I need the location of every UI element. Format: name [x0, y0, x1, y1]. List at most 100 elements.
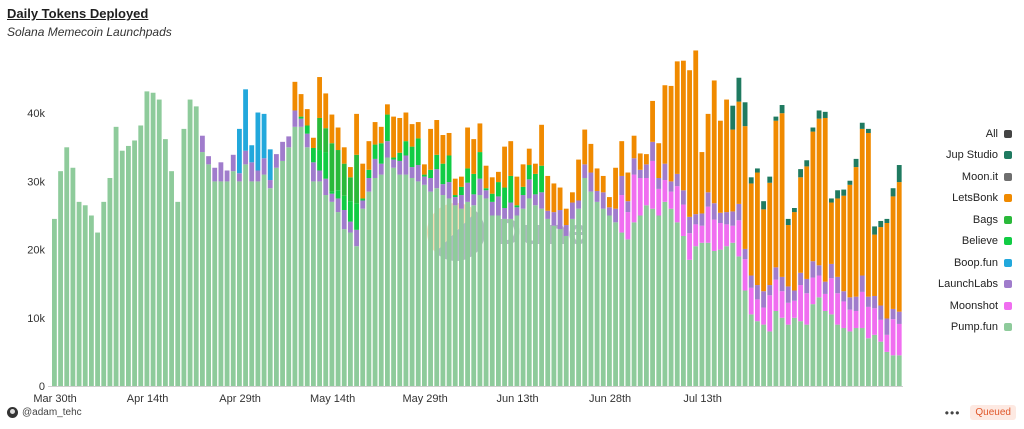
bar-segment[interactable]: [631, 158, 637, 175]
bar-segment[interactable]: [378, 126, 384, 144]
bar-segment[interactable]: [144, 91, 150, 386]
bar-segment[interactable]: [835, 293, 840, 325]
bar-stack[interactable]: [798, 169, 803, 386]
bar-segment[interactable]: [459, 186, 464, 196]
bar-segment[interactable]: [724, 224, 729, 247]
bar-segment[interactable]: [637, 215, 643, 387]
bar-segment[interactable]: [619, 175, 625, 196]
bar-stack[interactable]: [187, 99, 193, 386]
bar-stack[interactable]: [132, 140, 137, 386]
bar-stack[interactable]: [755, 168, 760, 386]
bar-segment[interactable]: [878, 319, 884, 342]
bar-segment[interactable]: [699, 225, 705, 243]
bar-segment[interactable]: [662, 201, 668, 386]
bar-stack[interactable]: [391, 116, 396, 386]
bar-segment[interactable]: [656, 188, 662, 216]
bar-segment[interactable]: [582, 177, 588, 386]
bar-segment[interactable]: [545, 175, 551, 211]
bar-segment[interactable]: [483, 198, 489, 386]
bar-segment[interactable]: [742, 290, 748, 386]
bar-segment[interactable]: [557, 210, 563, 230]
bar-segment[interactable]: [514, 176, 520, 206]
bar-stack[interactable]: [607, 197, 612, 386]
bar-segment[interactable]: [502, 218, 507, 386]
bar-segment[interactable]: [391, 167, 396, 386]
bar-segment[interactable]: [397, 117, 403, 153]
bar-segment[interactable]: [163, 139, 168, 386]
bar-stack[interactable]: [360, 163, 366, 386]
bar-segment[interactable]: [446, 182, 452, 199]
bar-segment[interactable]: [354, 203, 359, 230]
bar-segment[interactable]: [681, 190, 686, 205]
bar-segment[interactable]: [403, 155, 409, 175]
bar-segment[interactable]: [286, 147, 292, 386]
bar-segment[interactable]: [280, 160, 285, 386]
bar-segment[interactable]: [730, 211, 736, 226]
bar-stack[interactable]: [699, 152, 705, 386]
bar-stack[interactable]: [705, 113, 711, 386]
bar-segment[interactable]: [502, 146, 507, 188]
bar-stack[interactable]: [218, 162, 224, 386]
bar-segment[interactable]: [792, 208, 797, 213]
bar-segment[interactable]: [230, 171, 236, 386]
bar-segment[interactable]: [767, 285, 773, 296]
bar-segment[interactable]: [890, 196, 896, 309]
bar-segment[interactable]: [761, 209, 766, 292]
bar-segment[interactable]: [341, 229, 347, 386]
bar-segment[interactable]: [625, 172, 631, 202]
bar-stack[interactable]: [82, 205, 88, 386]
bar-segment[interactable]: [323, 195, 329, 386]
bar-segment[interactable]: [637, 169, 643, 178]
bar-segment[interactable]: [582, 164, 588, 178]
bar-segment[interactable]: [508, 175, 514, 203]
bar-stack[interactable]: [785, 218, 791, 386]
bar-stack[interactable]: [687, 70, 692, 386]
bar-segment[interactable]: [637, 153, 643, 170]
bar-segment[interactable]: [341, 163, 347, 196]
bar-segment[interactable]: [607, 197, 612, 208]
bar-segment[interactable]: [835, 198, 840, 277]
bar-stack[interactable]: [113, 126, 119, 386]
bar-segment[interactable]: [323, 178, 329, 196]
bar-segment[interactable]: [644, 154, 649, 165]
bar-segment[interactable]: [804, 324, 810, 386]
bar-stack[interactable]: [230, 154, 236, 386]
bar-segment[interactable]: [822, 111, 828, 118]
bar-stack[interactable]: [452, 178, 458, 386]
bar-stack[interactable]: [292, 81, 298, 386]
bar-segment[interactable]: [372, 144, 378, 159]
bar-segment[interactable]: [422, 184, 427, 386]
bar-segment[interactable]: [742, 259, 748, 291]
bar-segment[interactable]: [668, 208, 674, 386]
bar-segment[interactable]: [779, 113, 785, 277]
bar-segment[interactable]: [730, 129, 736, 212]
bar-segment[interactable]: [718, 212, 723, 223]
bar-segment[interactable]: [465, 168, 470, 183]
bar-segment[interactable]: [237, 181, 242, 386]
bar-stack[interactable]: [119, 150, 125, 386]
bar-segment[interactable]: [847, 309, 853, 332]
bar-segment[interactable]: [792, 300, 797, 318]
bar-segment[interactable]: [619, 141, 625, 176]
bar-segment[interactable]: [576, 159, 581, 201]
bar-stack[interactable]: [378, 126, 384, 386]
bar-segment[interactable]: [329, 143, 335, 192]
bar-stack[interactable]: [354, 113, 359, 386]
bar-segment[interactable]: [779, 105, 785, 114]
bar-segment[interactable]: [465, 182, 470, 202]
bar-segment[interactable]: [742, 126, 748, 249]
bar-segment[interactable]: [736, 220, 742, 257]
bar-segment[interactable]: [748, 287, 754, 315]
bar-segment[interactable]: [829, 198, 834, 203]
bar-segment[interactable]: [52, 218, 57, 386]
bar-segment[interactable]: [896, 323, 902, 356]
bar-segment[interactable]: [206, 164, 211, 386]
bar-segment[interactable]: [866, 128, 871, 133]
bar-stack[interactable]: [477, 123, 483, 386]
bar-segment[interactable]: [613, 208, 618, 223]
bar-stack[interactable]: [693, 50, 699, 386]
bar-stack[interactable]: [317, 77, 322, 386]
bar-segment[interactable]: [613, 222, 618, 386]
bar-stack[interactable]: [138, 125, 144, 386]
author-name[interactable]: @adam_tehc: [22, 407, 82, 418]
